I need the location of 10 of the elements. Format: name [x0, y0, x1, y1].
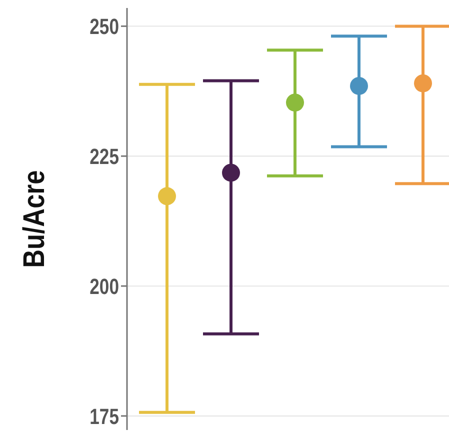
point	[350, 76, 368, 95]
point	[222, 164, 240, 182]
y-axis-title: Bu/Acre	[17, 170, 50, 268]
point	[286, 94, 304, 112]
y-tick-label: 200	[90, 275, 119, 300]
point	[414, 74, 432, 92]
y-tick-label: 225	[90, 145, 119, 170]
point	[158, 187, 176, 206]
y-tick-label: 175	[90, 405, 119, 430]
y-tick-label: 250	[90, 15, 119, 40]
